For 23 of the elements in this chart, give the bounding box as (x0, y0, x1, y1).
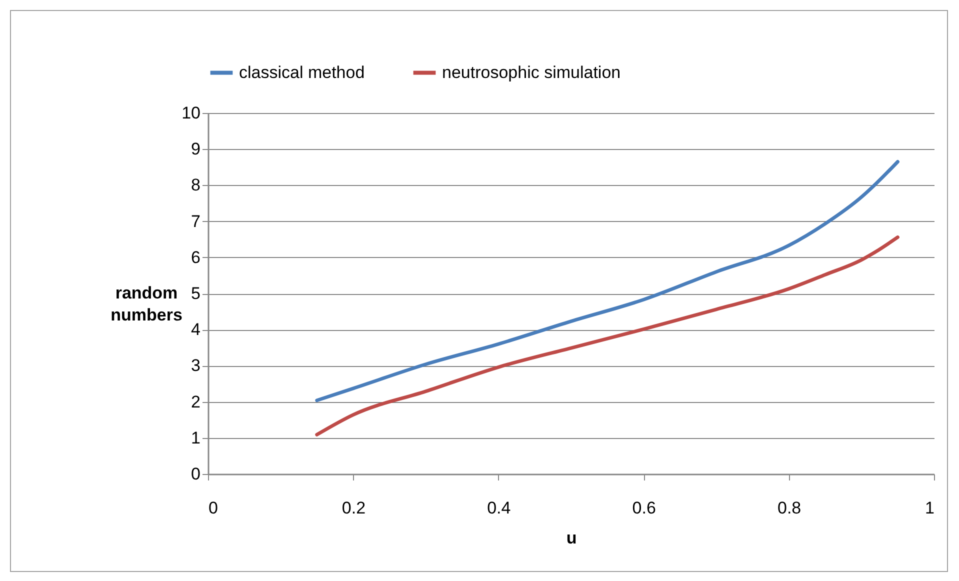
x-tick-label: 0.8 (777, 498, 802, 518)
x-tick-label: 1 (925, 498, 934, 518)
x-tick-label: 0.4 (487, 498, 511, 518)
y-axis-title: random numbers (110, 284, 182, 324)
y-tick-label: 3 (191, 356, 200, 376)
x-tick-label: 0.6 (632, 498, 656, 518)
line-series (315, 160, 900, 402)
line-series (315, 235, 900, 436)
x-axis-title: u (566, 528, 577, 548)
x-tick-label: 0.2 (342, 498, 366, 518)
y-tick-label: 7 (191, 212, 200, 231)
y-tick-label: 0 (191, 464, 200, 484)
y-tick-label: 1 (191, 428, 200, 448)
y-tick-label: 4 (191, 320, 200, 340)
y-tick-label: 5 (191, 284, 200, 303)
y-tick-label: 10 (182, 104, 200, 122)
x-tick-label: 0 (208, 498, 218, 518)
legend-label: classical method (239, 62, 365, 82)
y-tick-label: 8 (191, 176, 200, 195)
y-tick-label: 6 (191, 248, 200, 267)
legend-label: neutrosophic simulation (442, 62, 621, 82)
y-tick-label: 9 (191, 140, 200, 159)
y-tick-label: 2 (191, 392, 200, 412)
